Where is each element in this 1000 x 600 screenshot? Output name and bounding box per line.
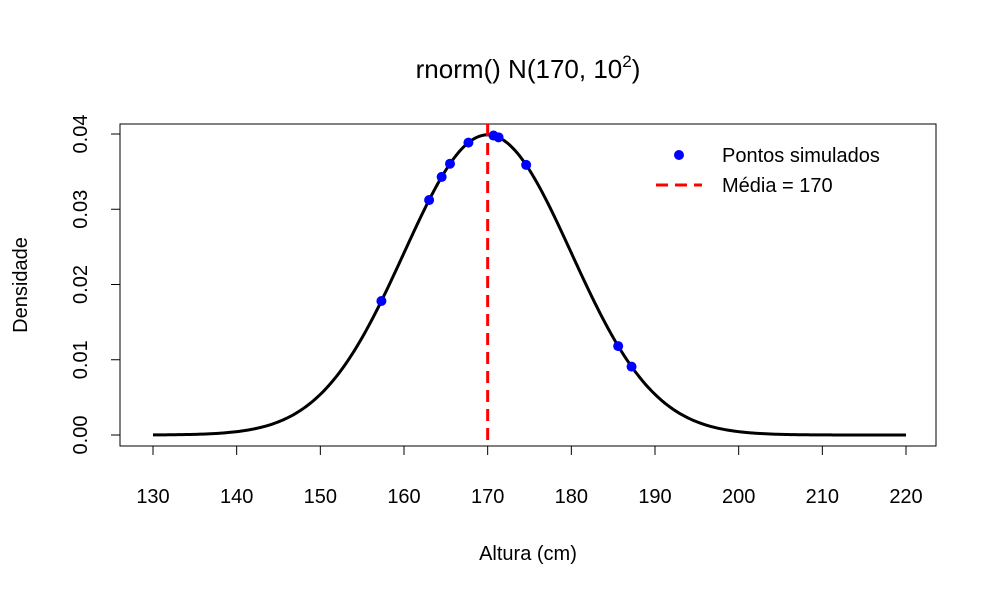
chart-title-prefix: rnorm() N — [416, 54, 527, 84]
simulated-point — [445, 158, 456, 169]
simulated-point — [626, 361, 637, 372]
y-axis: 0.00 0.01 0.02 0.03 0.04 — [70, 115, 121, 455]
density-curve — [152, 133, 906, 437]
x-tick-label: 200 — [722, 486, 755, 508]
x-tick-label: 220 — [889, 486, 922, 508]
simulated-point — [521, 159, 532, 170]
simulated-point — [376, 295, 387, 306]
chart-title-paren-open: ( — [527, 54, 536, 84]
y-tick-label: 0.01 — [70, 340, 92, 379]
y-tick-label: 0.04 — [70, 115, 92, 154]
x-axis: 130 140 150 160 170 180 190 200 210 220 — [136, 445, 923, 508]
simulated-point — [436, 171, 447, 182]
chart-title: rnorm() N(170, 102) — [416, 52, 641, 84]
y-tick-label: 0.00 — [70, 416, 92, 455]
x-tick-label: 180 — [555, 486, 588, 508]
y-tick-label: 0.02 — [70, 265, 92, 304]
x-tick-label: 210 — [806, 486, 839, 508]
simulated-point — [613, 341, 624, 352]
x-tick-label: 140 — [220, 486, 253, 508]
legend-point-marker — [674, 150, 684, 160]
chart-title-sup: 2 — [622, 52, 631, 71]
chart-title-paren-close: ) — [632, 54, 641, 84]
simulated-point — [463, 137, 474, 148]
x-tick-label: 170 — [471, 486, 504, 508]
legend: Pontos simulados Média = 170 — [656, 145, 880, 197]
x-tick-label: 150 — [304, 486, 337, 508]
x-tick-label: 190 — [638, 486, 671, 508]
plot-frame — [119, 123, 937, 447]
x-tick-label: 130 — [136, 486, 169, 508]
chart-title-args: 170, 10 — [536, 54, 623, 84]
x-axis-label: Altura (cm) — [479, 543, 577, 565]
y-axis-label: Densidade — [10, 237, 32, 333]
legend-label-points: Pontos simulados — [722, 145, 880, 167]
simulated-point — [493, 132, 504, 143]
x-tick-label: 160 — [387, 486, 420, 508]
simulated-point — [424, 195, 435, 206]
legend-label-mean: Média = 170 — [722, 175, 833, 197]
plot-layer — [152, 124, 906, 446]
y-tick-label: 0.03 — [70, 190, 92, 229]
